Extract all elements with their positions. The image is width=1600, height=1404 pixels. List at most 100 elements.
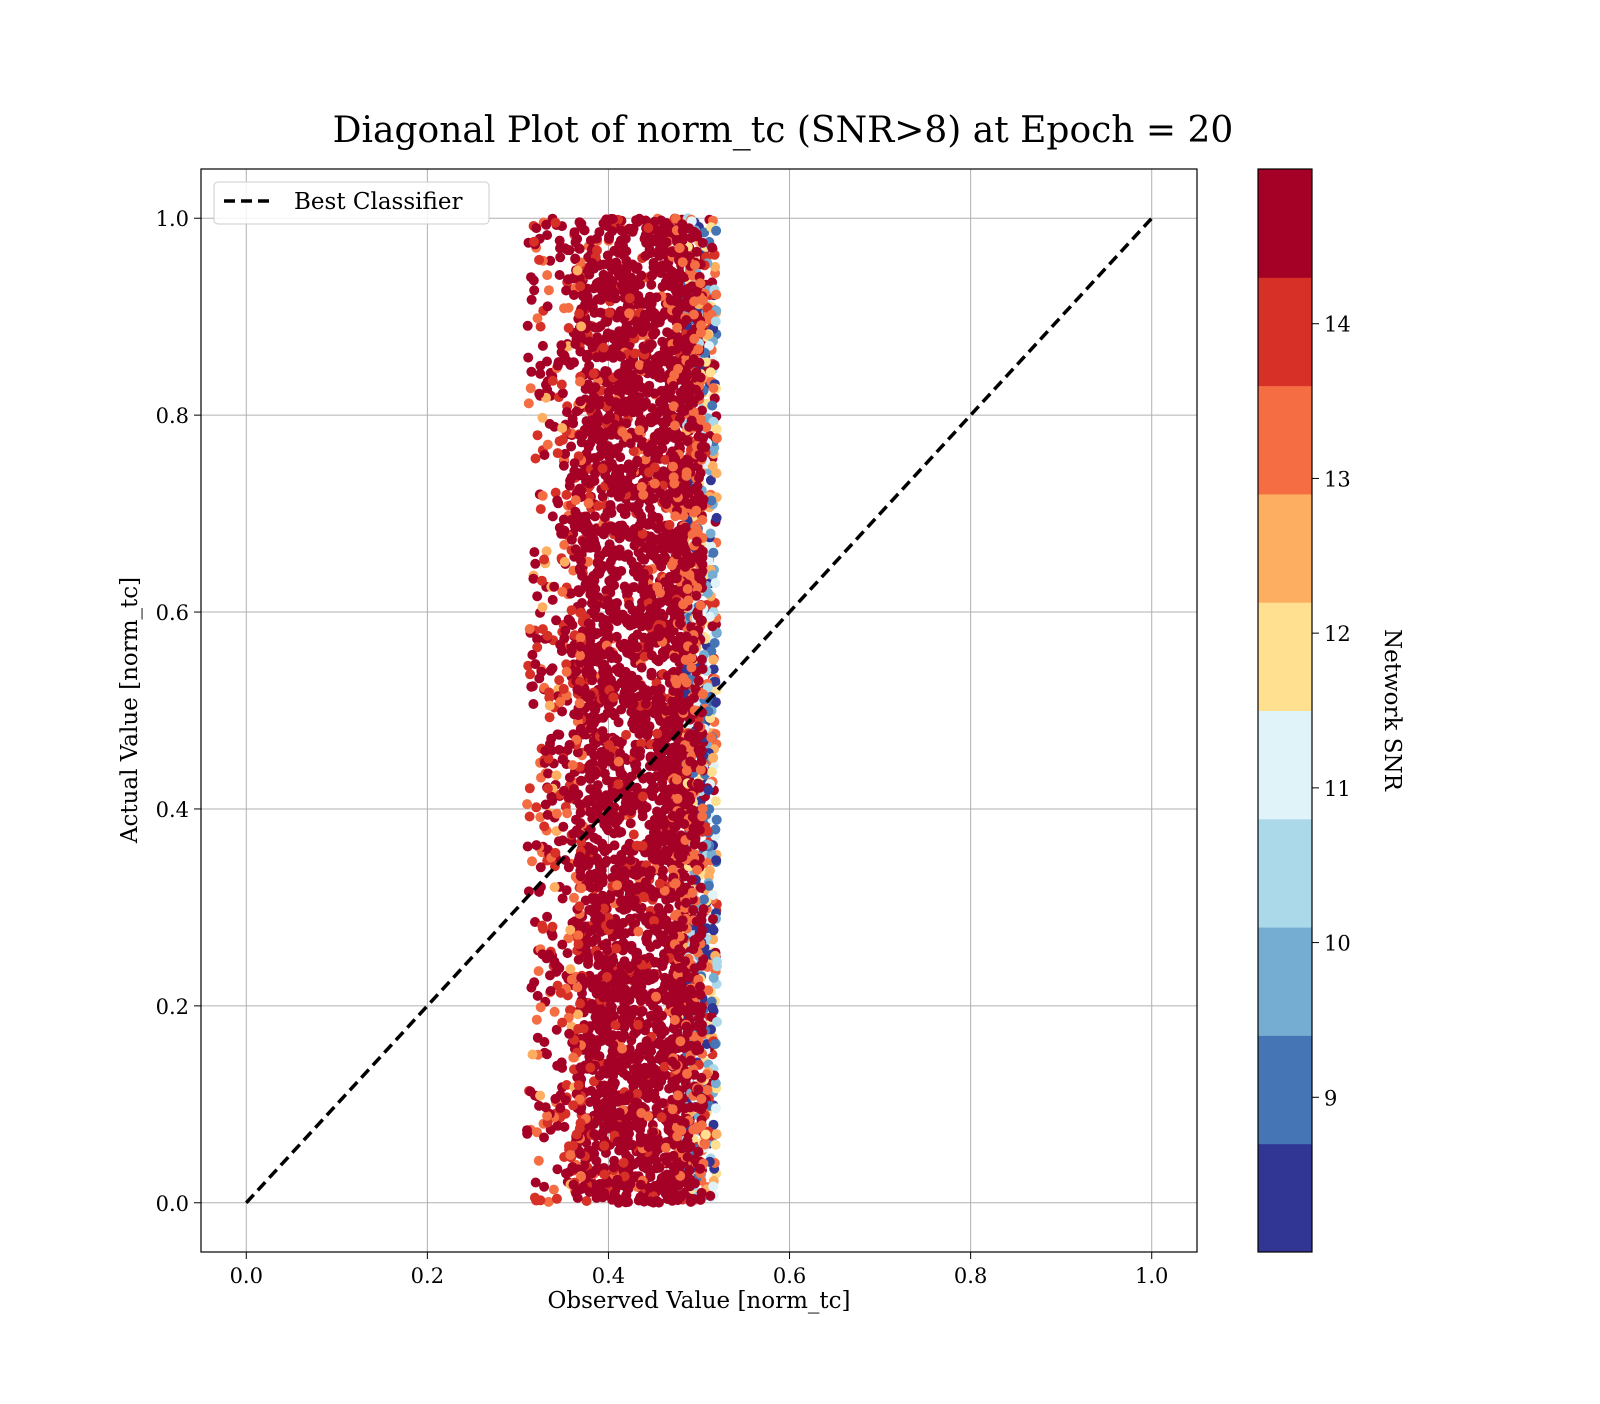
scatter-point bbox=[689, 693, 699, 703]
scatter-point bbox=[674, 243, 684, 253]
scatter-point bbox=[599, 343, 609, 353]
scatter-point bbox=[670, 653, 680, 663]
scatter-point bbox=[618, 427, 628, 437]
scatter-point bbox=[582, 1196, 592, 1206]
scatter-point bbox=[602, 508, 612, 518]
scatter-point bbox=[711, 796, 721, 806]
scatter-point bbox=[648, 536, 658, 546]
scatter-point bbox=[555, 270, 565, 280]
scatter-point bbox=[665, 520, 675, 530]
scatter-point bbox=[645, 518, 655, 528]
scatter-point bbox=[709, 973, 719, 983]
scatter-point bbox=[639, 590, 649, 600]
scatter-point bbox=[661, 1143, 671, 1153]
scatter-point bbox=[596, 747, 606, 757]
scatter-point bbox=[590, 766, 600, 776]
scatter-point bbox=[654, 656, 664, 666]
scatter-point bbox=[647, 668, 657, 678]
scatter-point bbox=[636, 612, 646, 622]
scatter-point bbox=[676, 1116, 686, 1126]
scatter-point bbox=[651, 957, 661, 967]
scatter-point bbox=[640, 1160, 650, 1170]
scatter-point bbox=[608, 692, 618, 702]
scatter-point bbox=[706, 733, 716, 743]
scatter-point bbox=[612, 880, 622, 890]
scatter-point bbox=[592, 279, 602, 289]
scatter-point bbox=[670, 421, 680, 431]
scatter-point bbox=[644, 1051, 654, 1061]
scatter-point bbox=[694, 391, 704, 401]
scatter-point bbox=[658, 930, 668, 940]
scatter-point bbox=[597, 1036, 607, 1046]
scatter-point bbox=[627, 1110, 637, 1120]
scatter-point bbox=[642, 730, 652, 740]
scatter-point bbox=[681, 377, 691, 387]
scatter-point bbox=[695, 783, 705, 793]
scatter-point bbox=[638, 416, 648, 426]
scatter-point bbox=[609, 1162, 619, 1172]
scatter-point bbox=[696, 415, 706, 425]
scatter-point bbox=[671, 878, 681, 888]
scatter-point bbox=[708, 914, 718, 924]
scatter-point bbox=[589, 1129, 599, 1139]
scatter-point bbox=[659, 795, 669, 805]
scatter-point bbox=[603, 595, 613, 605]
scatter-point bbox=[712, 424, 722, 434]
scatter-point bbox=[682, 678, 692, 688]
scatter-point bbox=[680, 1103, 690, 1113]
scatter-point bbox=[574, 955, 584, 965]
scatter-point bbox=[616, 1059, 626, 1069]
scatter-point bbox=[710, 638, 720, 648]
scatter-point bbox=[642, 802, 652, 812]
scatter-point bbox=[645, 1140, 655, 1150]
scatter-point bbox=[688, 905, 698, 915]
scatter-point bbox=[586, 883, 596, 893]
scatter-point bbox=[635, 279, 645, 289]
scatter-point bbox=[678, 257, 688, 267]
scatter-point bbox=[652, 582, 662, 592]
scatter-point bbox=[597, 839, 607, 849]
scatter-point bbox=[678, 915, 688, 925]
scatter-point bbox=[673, 1090, 683, 1100]
scatter-point bbox=[614, 757, 624, 767]
scatter-point bbox=[621, 798, 631, 808]
scatter-point bbox=[673, 794, 683, 804]
scatter-point bbox=[617, 1032, 627, 1042]
scatter-point bbox=[599, 1141, 609, 1151]
scatter-point bbox=[696, 616, 706, 626]
scatter-point bbox=[621, 234, 631, 244]
scatter-point bbox=[682, 1178, 692, 1188]
scatter-point bbox=[629, 633, 639, 643]
scatter-point bbox=[689, 297, 699, 307]
scatter-point bbox=[711, 1140, 721, 1150]
scatter-point bbox=[675, 1036, 685, 1046]
scatter-point bbox=[708, 1182, 718, 1192]
scatter-point bbox=[586, 625, 596, 635]
scatter-point bbox=[615, 968, 625, 978]
scatter-point bbox=[667, 1057, 677, 1067]
scatter-point bbox=[639, 299, 649, 309]
scatter-point bbox=[655, 879, 665, 889]
scatter-point bbox=[605, 646, 615, 656]
scatter-point bbox=[664, 1043, 674, 1053]
scatter-point bbox=[602, 415, 612, 425]
scatter-point bbox=[603, 1068, 613, 1078]
scatter-point bbox=[592, 788, 602, 798]
scatter-point bbox=[629, 830, 639, 840]
scatter-point bbox=[642, 1036, 652, 1046]
scatter-point bbox=[606, 919, 616, 929]
scatter-point bbox=[656, 216, 666, 226]
scatter-point bbox=[689, 1005, 699, 1015]
scatter-point bbox=[711, 1103, 721, 1113]
scatter-point bbox=[636, 1131, 646, 1141]
scatter-point bbox=[630, 349, 640, 359]
scatter-point bbox=[684, 223, 694, 233]
scatter-point bbox=[672, 573, 682, 583]
scatter-point bbox=[636, 1180, 646, 1190]
scatter-point bbox=[624, 963, 634, 973]
scatter-point bbox=[608, 277, 618, 287]
scatter-point bbox=[659, 553, 669, 563]
scatter-point bbox=[548, 511, 558, 521]
scatter-point bbox=[670, 511, 680, 521]
scatter-point bbox=[604, 740, 614, 750]
